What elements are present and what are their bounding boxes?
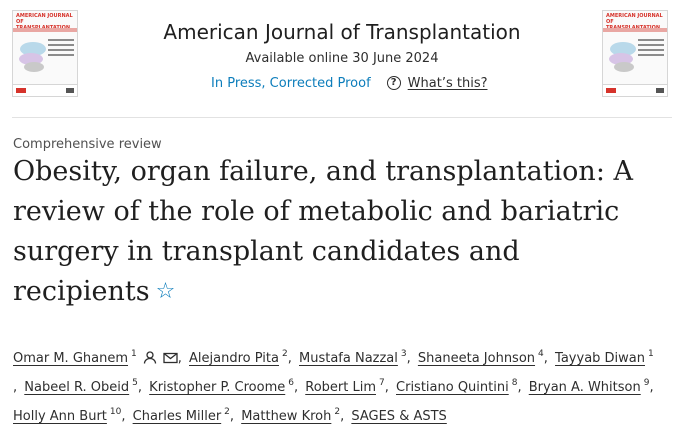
author-name[interactable]: Mustafa Nazzal bbox=[299, 351, 398, 366]
article-title: Obesity, organ failure, and transplantat… bbox=[13, 152, 673, 312]
article-title-text: Obesity, organ failure, and transplantat… bbox=[13, 156, 633, 307]
cover-text-lines bbox=[638, 39, 664, 59]
author-item[interactable]: Omar M. Ghanem 1 bbox=[13, 349, 178, 366]
author-item[interactable]: Robert Lim 7 bbox=[305, 378, 385, 395]
cover-artwork bbox=[609, 42, 636, 72]
author-name[interactable]: Holly Ann Burt bbox=[13, 409, 107, 424]
star-outline-icon[interactable]: ☆ bbox=[155, 279, 176, 304]
author-affiliation: 1 bbox=[131, 349, 137, 359]
article-type-label: Comprehensive review bbox=[13, 137, 162, 152]
author-list: Omar M. Ghanem 1, Alejandro Pita 2, Mustaf… bbox=[13, 349, 654, 424]
author-affiliation: 2 bbox=[224, 407, 230, 417]
author-affiliation: 8 bbox=[511, 378, 518, 388]
author-item[interactable]: Shaneeta Johnson 4 bbox=[417, 349, 544, 366]
author-affiliation: 2 bbox=[334, 407, 341, 417]
cover-artwork bbox=[19, 42, 46, 72]
cover-text-lines bbox=[48, 39, 74, 59]
journal-title[interactable]: American Journal of Transplantation bbox=[163, 20, 521, 44]
availability-date: Available online 30 June 2024 bbox=[245, 51, 439, 66]
group-author-name[interactable]: SAGES & ASTS bbox=[351, 409, 447, 424]
author-item[interactable]: Mustafa Nazzal 3 bbox=[299, 349, 407, 366]
author-name[interactable]: Matthew Kroh bbox=[241, 409, 332, 424]
author-name[interactable]: Alejandro Pita bbox=[189, 351, 279, 366]
cover-footer bbox=[13, 84, 77, 96]
author-item[interactable]: Alejandro Pita 2 bbox=[189, 349, 288, 366]
author-name[interactable]: Bryan A. Whitson bbox=[528, 380, 641, 395]
author-name[interactable]: Nabeel R. Obeid bbox=[24, 380, 130, 395]
author-name[interactable]: Charles Miller bbox=[132, 409, 222, 424]
author-affiliation: 10 bbox=[109, 407, 122, 417]
author-name[interactable]: Robert Lim bbox=[305, 380, 376, 395]
author-item[interactable]: Cristiano Quintini 8 bbox=[396, 378, 518, 395]
cover-footer bbox=[603, 84, 667, 96]
author-item[interactable]: Tayyab Diwan 1 bbox=[555, 349, 654, 366]
envelope-icon[interactable] bbox=[163, 352, 178, 364]
author-item[interactable]: SAGES & ASTS bbox=[351, 409, 446, 424]
author-item[interactable]: Matthew Kroh 2 bbox=[241, 407, 341, 424]
author-item[interactable]: Bryan A. Whitson 9 bbox=[528, 378, 650, 395]
author-name[interactable]: Kristopher P. Croome bbox=[149, 380, 286, 395]
cover-stripe bbox=[603, 28, 667, 32]
header-divider bbox=[12, 117, 672, 118]
author-affiliation: 5 bbox=[132, 378, 138, 388]
journal-cover-left[interactable]: American Journal of TRANSPLANTATION bbox=[12, 10, 78, 97]
person-icon[interactable] bbox=[143, 351, 157, 364]
author-item[interactable]: Kristopher P. Croome 6 bbox=[149, 378, 294, 395]
whats-this-link[interactable]: What’s this? bbox=[407, 75, 488, 91]
author-affiliation: 6 bbox=[288, 378, 294, 388]
author-name[interactable]: Omar M. Ghanem bbox=[13, 351, 129, 366]
author-affiliation: 2 bbox=[281, 349, 288, 359]
author-affiliation: 9 bbox=[643, 378, 650, 388]
author-item[interactable]: Holly Ann Burt 10 bbox=[13, 407, 122, 424]
author-affiliation: 7 bbox=[379, 378, 385, 388]
author-affiliation: 1 bbox=[648, 349, 654, 359]
author-affiliation: 3 bbox=[400, 349, 407, 359]
cover-stripe bbox=[13, 28, 77, 32]
author-name[interactable]: Cristiano Quintini bbox=[396, 380, 509, 395]
author-name[interactable]: Shaneeta Johnson bbox=[417, 351, 536, 366]
author-affiliation: 4 bbox=[538, 349, 544, 359]
author-name[interactable]: Tayyab Diwan bbox=[555, 351, 645, 366]
author-item[interactable]: Nabeel R. Obeid 5 bbox=[24, 378, 138, 395]
question-circle-icon[interactable]: ? bbox=[386, 76, 401, 90]
in-press-link[interactable]: In Press, Corrected Proof bbox=[211, 75, 371, 91]
article-status-row: In Press, Corrected Proof ? What’s this? bbox=[211, 74, 488, 92]
author-item[interactable]: Charles Miller 2 bbox=[132, 407, 230, 424]
journal-cover-right[interactable]: American Journal of TRANSPLANTATION bbox=[602, 10, 668, 97]
